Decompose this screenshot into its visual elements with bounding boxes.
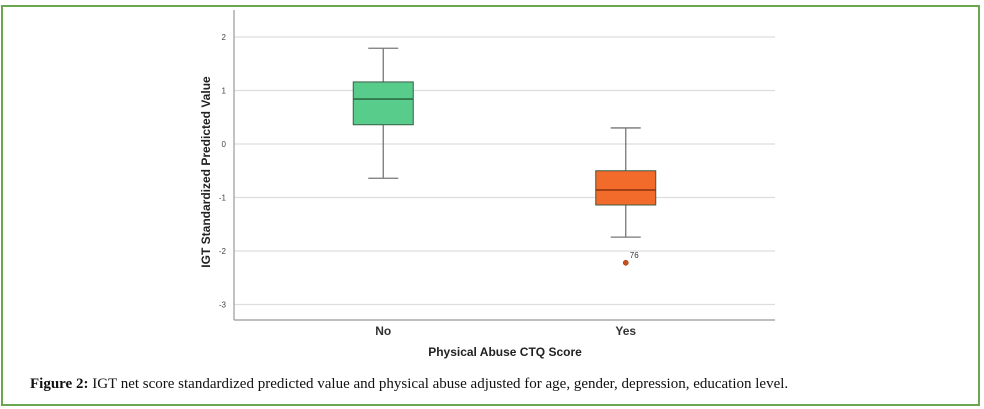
- caption-label: Figure 2:: [30, 376, 89, 392]
- figure-frame: [1, 5, 980, 406]
- iqr-box: [352, 81, 414, 126]
- outlier-point: [622, 259, 629, 266]
- y-tick-label: 2: [222, 33, 227, 42]
- figure-caption: Figure 2: IGT net score standardized pre…: [30, 376, 788, 393]
- y-tick-label: 1: [222, 87, 227, 96]
- x-tick-label: Yes: [615, 324, 636, 338]
- outlier-label: 76: [630, 251, 639, 260]
- x-tick-label: No: [375, 324, 391, 338]
- caption-text: IGT net score standardized predicted val…: [88, 376, 789, 392]
- y-tick-label: -2: [219, 247, 227, 256]
- boxplot-chart: 2 1 0 -1 -2 -3 No Yes 76 IGT Standardized Predi…: [199, 10, 775, 359]
- iqr-box: [595, 170, 657, 206]
- box-no: [352, 47, 414, 179]
- y-axis-label: IGT Standardized Predicted Value: [199, 76, 213, 268]
- box-yes: 76: [595, 127, 657, 266]
- y-tick-label: 0: [222, 140, 227, 149]
- x-axis-label: Physical Abuse CTQ Score: [428, 345, 582, 359]
- y-tick-label: -1: [219, 194, 227, 203]
- y-tick-label: -3: [219, 301, 227, 310]
